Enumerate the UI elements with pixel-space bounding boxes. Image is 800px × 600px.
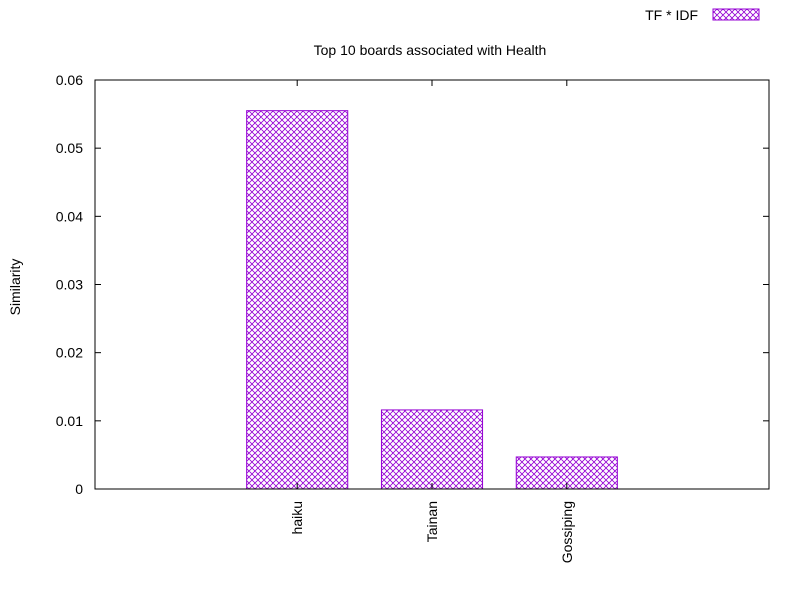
bar-haiku bbox=[246, 110, 349, 490]
legend: TF * IDF bbox=[645, 7, 760, 23]
y-tick-label: 0.03 bbox=[56, 277, 83, 293]
x-tick-label: Gossiping bbox=[559, 501, 575, 563]
chart-title: Top 10 boards associated with Health bbox=[314, 42, 547, 58]
bar-tainan bbox=[380, 409, 484, 490]
plot-area-frame bbox=[94, 79, 770, 490]
x-axis-labels: haiku Tainan Gossiping bbox=[289, 80, 575, 563]
x-tick-label: Tainan bbox=[424, 501, 440, 542]
y-axis-ticks: 0 0.01 0.02 0.03 0.04 0.05 0.06 bbox=[56, 72, 769, 497]
y-tick-label: 0.04 bbox=[56, 208, 83, 224]
bars bbox=[246, 110, 618, 490]
legend-label: TF * IDF bbox=[645, 7, 698, 23]
y-tick-label: 0 bbox=[75, 481, 83, 497]
x-tick-label: haiku bbox=[289, 501, 305, 534]
y-tick-label: 0.01 bbox=[56, 413, 83, 429]
legend-swatch bbox=[712, 8, 760, 21]
y-axis-label: Similarity bbox=[7, 259, 23, 316]
y-tick-label: 0.02 bbox=[56, 345, 83, 361]
y-tick-label: 0.05 bbox=[56, 140, 83, 156]
y-tick-label: 0.06 bbox=[56, 72, 83, 88]
